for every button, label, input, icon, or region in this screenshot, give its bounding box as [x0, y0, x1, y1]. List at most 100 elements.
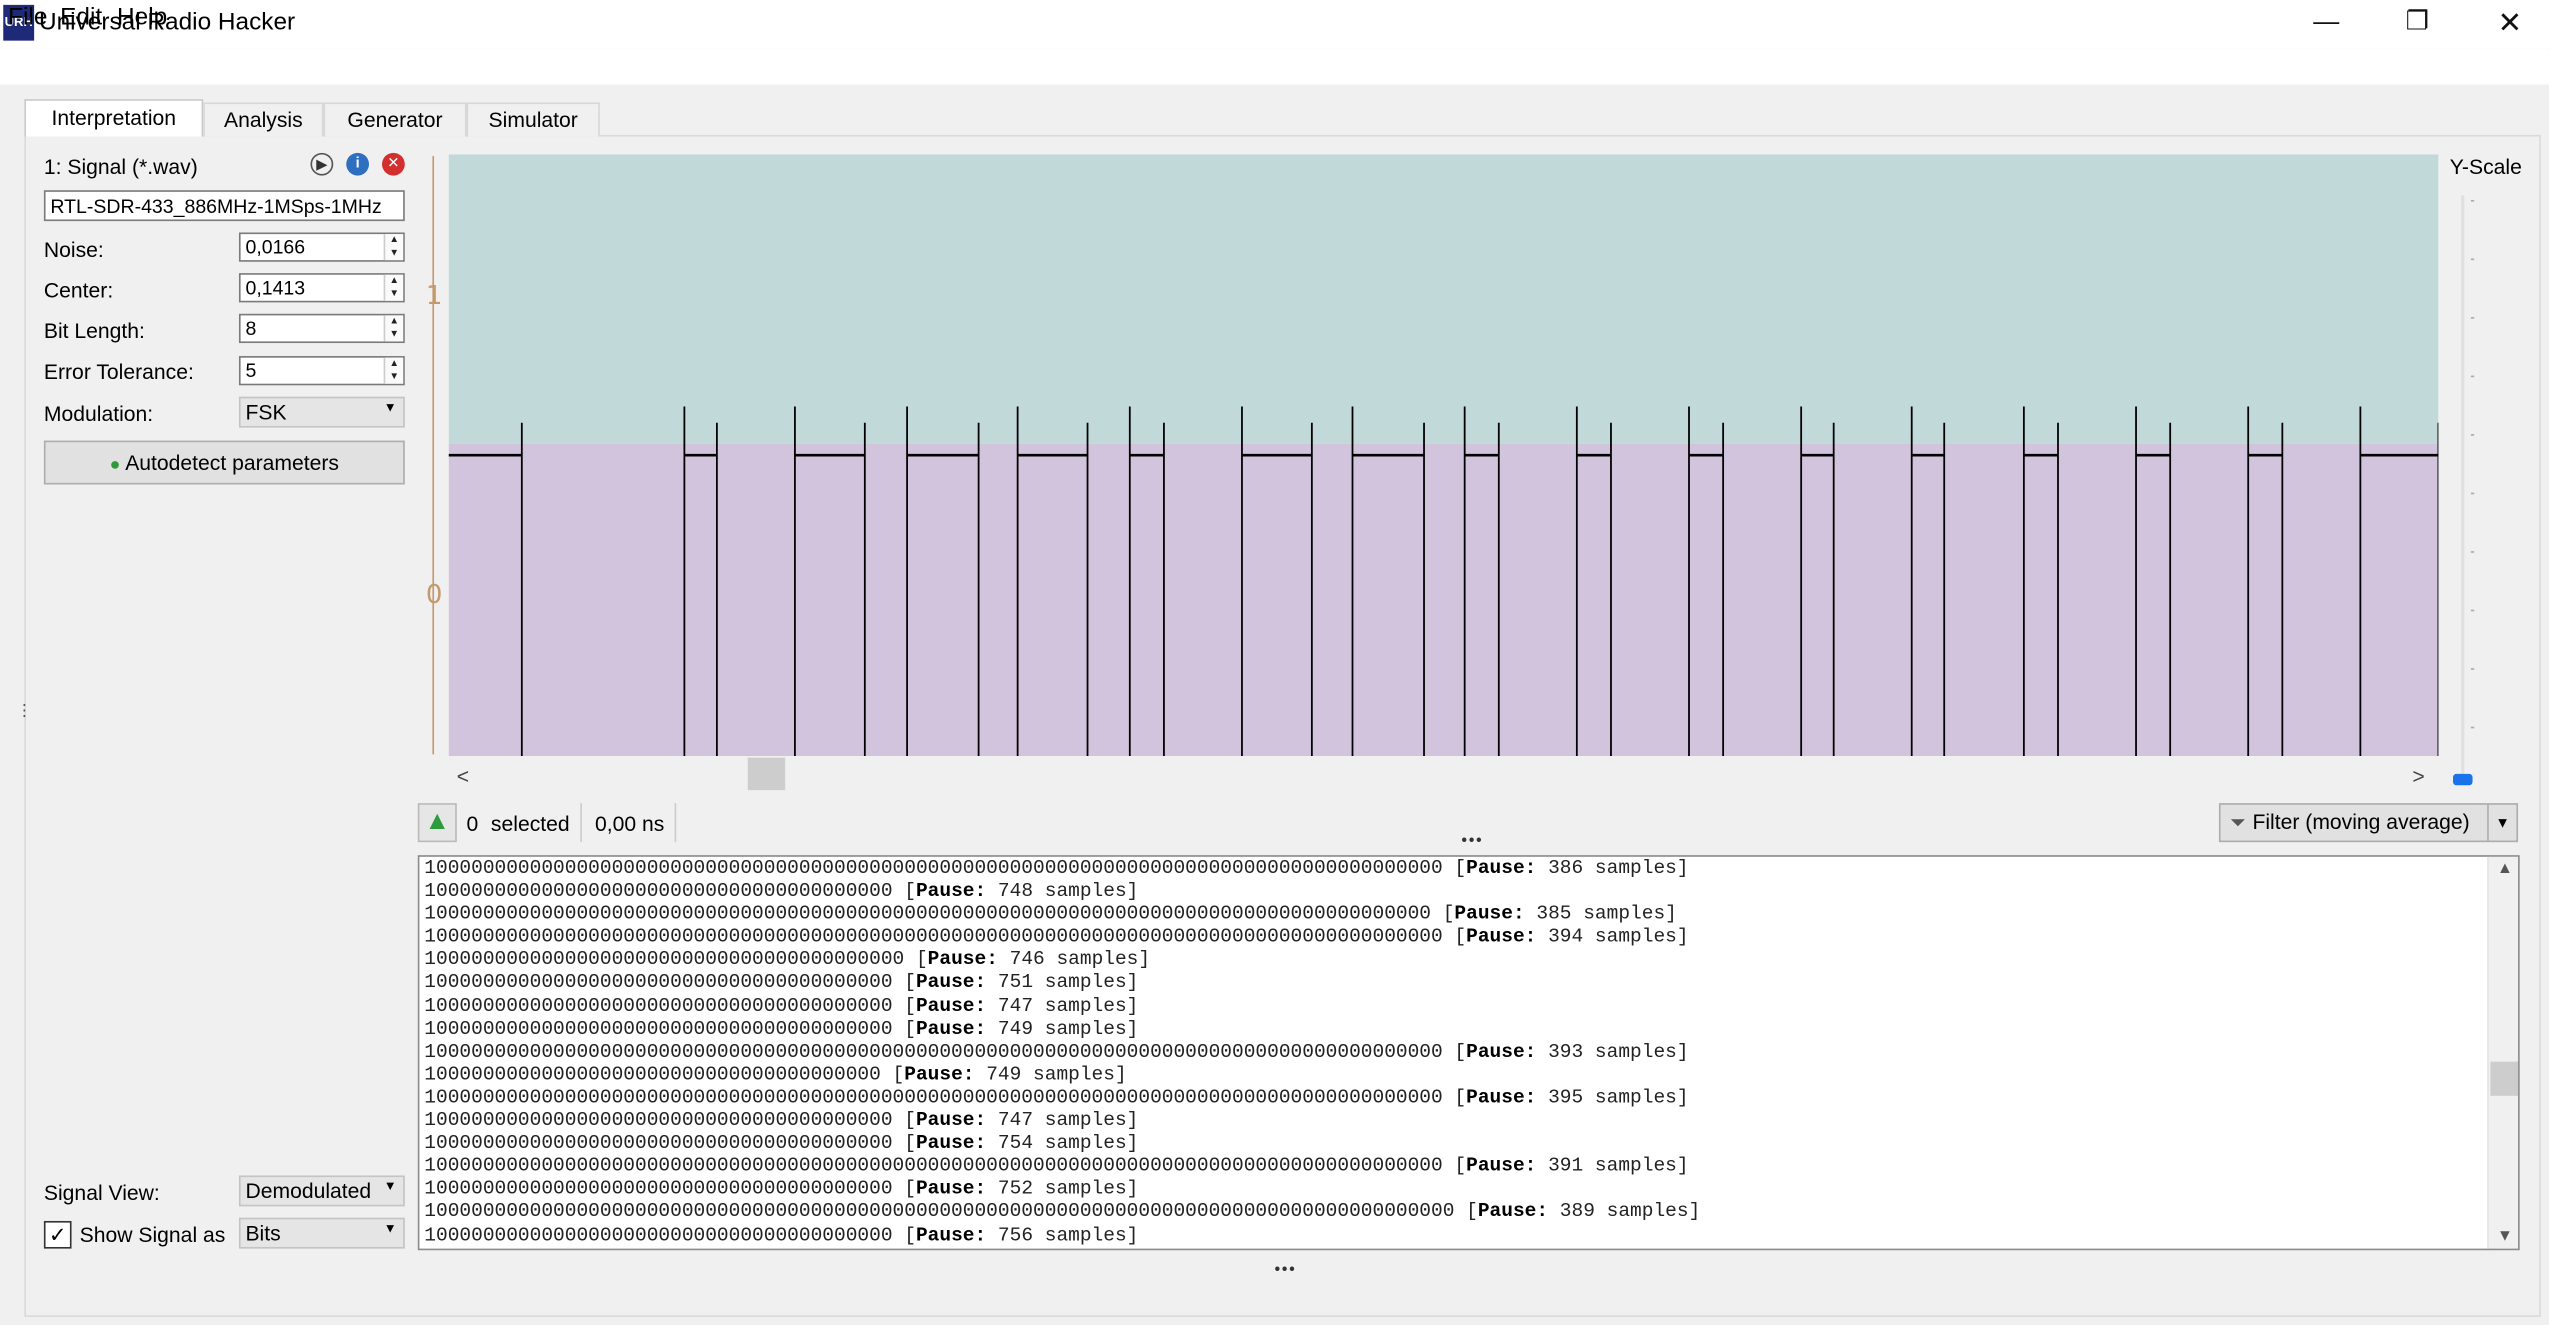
- scroll-down-icon[interactable]: ▼: [2496, 1227, 2514, 1246]
- selected-count: 0: [466, 811, 479, 836]
- show-signal-as-value: Bits: [245, 1220, 281, 1246]
- zoom-to-selection-button[interactable]: ▲: [417, 803, 457, 843]
- bits-line: 1000000000000000000000000000000000000000…: [424, 879, 1139, 903]
- tree-icon: ▲: [424, 808, 451, 836]
- filter-button[interactable]: ⏷ Filter (moving average) ▼: [2218, 803, 2519, 843]
- splitter-handle[interactable]: •••: [1461, 832, 1484, 851]
- bits-line: 1000000000000000000000000000000000000000…: [424, 902, 1677, 926]
- upper-threshold-region: [448, 154, 2439, 444]
- bits-line: 1000000000000000000000000000000000000000…: [424, 1085, 1689, 1109]
- bits-line: 1000000000000000000000000000000000000000…: [424, 971, 1139, 995]
- show-signal-as-label: Show Signal as: [79, 1222, 226, 1247]
- scroll-up-icon[interactable]: ▲: [2496, 860, 2514, 878]
- bits-line: 1000000000000000000000000000000000000000…: [424, 1108, 1139, 1132]
- tab-generator[interactable]: Generator: [323, 102, 467, 137]
- menu-file[interactable]: File: [8, 3, 48, 31]
- menu-bar: [0, 48, 2549, 85]
- window-title: Universal Radio Hacker: [39, 8, 296, 36]
- menu-help[interactable]: Help: [117, 3, 168, 31]
- center-label: Center:: [43, 278, 114, 303]
- signal-plot[interactable]: [448, 154, 2439, 756]
- close-signal-icon[interactable]: ✕: [382, 152, 405, 176]
- lower-threshold-region: [448, 443, 2439, 756]
- scroll-right-icon[interactable]: >: [2412, 764, 2425, 789]
- vertical-scrollbar-thumb[interactable]: [2490, 1061, 2519, 1096]
- y-scale-tick: [2470, 375, 2475, 378]
- y-scale-slider-track[interactable]: [2461, 195, 2465, 774]
- title-bar: [0, 0, 2549, 49]
- autodetect-button[interactable]: ● Autodetect parameters: [43, 440, 405, 485]
- spin-arrows-icon[interactable]: ▲ ▼: [383, 274, 404, 301]
- bits-output-view[interactable]: 1000000000000000000000000000000000000000…: [417, 855, 2520, 1251]
- signal-header: 1: Signal (*.wav): [43, 154, 198, 179]
- center-spinbox[interactable]: 0,1413 ▲ ▼: [238, 273, 405, 303]
- y-tick-label: 1: [425, 279, 443, 311]
- bits-line: 1000000000000000000000000000000000000000…: [424, 1040, 1689, 1063]
- y-scale-tick: [2470, 609, 2475, 612]
- info-icon[interactable]: i: [346, 152, 370, 176]
- y-axis-line: [432, 156, 435, 755]
- show-signal-checkbox[interactable]: ✓: [43, 1220, 72, 1249]
- close-window-button[interactable]: ✕: [2497, 6, 2523, 40]
- bit-length-spinbox[interactable]: 8 ▲ ▼: [238, 313, 405, 344]
- scroll-left-icon[interactable]: <: [456, 764, 470, 789]
- spin-arrows-icon[interactable]: ▲ ▼: [383, 234, 404, 261]
- menu-edit[interactable]: Edit: [60, 3, 103, 31]
- splitter-handle[interactable]: •••: [1274, 1261, 1297, 1280]
- play-signal-icon[interactable]: ▶: [310, 152, 334, 176]
- selection-duration: 0,00 ns: [594, 811, 665, 836]
- signal-view-value: Demodulated: [245, 1178, 372, 1204]
- error-tolerance-value: 5: [245, 359, 257, 383]
- spin-arrows-icon[interactable]: ▲ ▼: [383, 357, 404, 384]
- signal-view-label: Signal View:: [43, 1180, 160, 1205]
- bits-line: 1000000000000000000000000000000000000000…: [424, 925, 1689, 949]
- tab-simulator[interactable]: Simulator: [466, 102, 600, 137]
- chevron-down-icon: ▼: [383, 1178, 397, 1194]
- bits-line: 1000000000000000000000000000000000000000…: [424, 1223, 1139, 1247]
- y-scale-slider-handle[interactable]: [2453, 773, 2473, 786]
- show-signal-as-select[interactable]: Bits ▼: [238, 1217, 405, 1249]
- y-scale-label: Y-Scale: [2449, 154, 2522, 179]
- y-scale-tick: [2470, 668, 2475, 670]
- autodetect-label: Autodetect parameters: [125, 450, 340, 475]
- restore-button[interactable]: ❐: [2405, 8, 2429, 36]
- chevron-down-icon: ▼: [383, 399, 397, 415]
- y-scale-tick: [2470, 551, 2475, 553]
- horizontal-scrollbar-thumb[interactable]: [747, 757, 786, 791]
- bits-output-lines: 1000000000000000000000000000000000000000…: [424, 857, 1700, 1247]
- y-scale-tick: [2470, 317, 2475, 319]
- bits-line: 1000000000000000000000000000000000000000…: [424, 1154, 1689, 1178]
- center-value: 0,1413: [245, 276, 306, 300]
- spin-arrows-icon[interactable]: ▲ ▼: [383, 315, 404, 342]
- noise-value: 0,0166: [245, 235, 306, 259]
- bits-line: 1000000000000000000000000000000000000000…: [424, 994, 1139, 1018]
- demodulated-signal-trace: [448, 406, 2439, 756]
- signal-view-select[interactable]: Demodulated ▼: [238, 1175, 405, 1207]
- y-scale-tick: [2470, 726, 2475, 729]
- bit-length-value: 8: [245, 317, 257, 340]
- bits-line: 1000000000000000000000000000000000000000…: [424, 1131, 1139, 1155]
- y-scale-tick: [2470, 434, 2475, 436]
- filter-label: Filter (moving average): [2252, 809, 2470, 835]
- vertical-scrollbar[interactable]: ▲ ▼: [2487, 856, 2519, 1249]
- error-tolerance-spinbox[interactable]: 5 ▲ ▼: [238, 356, 405, 386]
- bits-line: 1000000000000000000000000000000000000000…: [424, 856, 1689, 880]
- selected-label: selected: [490, 811, 570, 836]
- modulation-label: Modulation:: [43, 401, 154, 426]
- tab-analysis[interactable]: Analysis: [203, 102, 324, 137]
- modulation-select[interactable]: FSK ▼: [238, 396, 405, 428]
- left-splitter-handle[interactable]: ⋮: [16, 702, 33, 721]
- y-scale-tick: [2470, 492, 2475, 495]
- noise-spinbox[interactable]: 0,0166 ▲ ▼: [238, 232, 405, 262]
- minimize-button[interactable]: —: [2313, 8, 2340, 36]
- bits-line: 1000000000000000000000000000000000000000…: [424, 1200, 1701, 1224]
- bits-line: 1000000000000000000000000000000000000000…: [424, 1177, 1139, 1201]
- y-tick-label: 0: [425, 578, 443, 610]
- bits-line: 1000000000000000000000000000000000000000…: [424, 1017, 1139, 1040]
- toolbar-separator: [580, 803, 582, 843]
- chevron-down-icon[interactable]: ▼: [2487, 804, 2516, 841]
- signal-name-field[interactable]: RTL-SDR-433_886MHz-1MSps-1MHz: [43, 190, 405, 222]
- filter-funnel-icon: ⏷: [2230, 811, 2246, 835]
- checkmark-icon: ✓: [48, 1222, 67, 1247]
- tab-interpretation[interactable]: Interpretation: [24, 99, 204, 137]
